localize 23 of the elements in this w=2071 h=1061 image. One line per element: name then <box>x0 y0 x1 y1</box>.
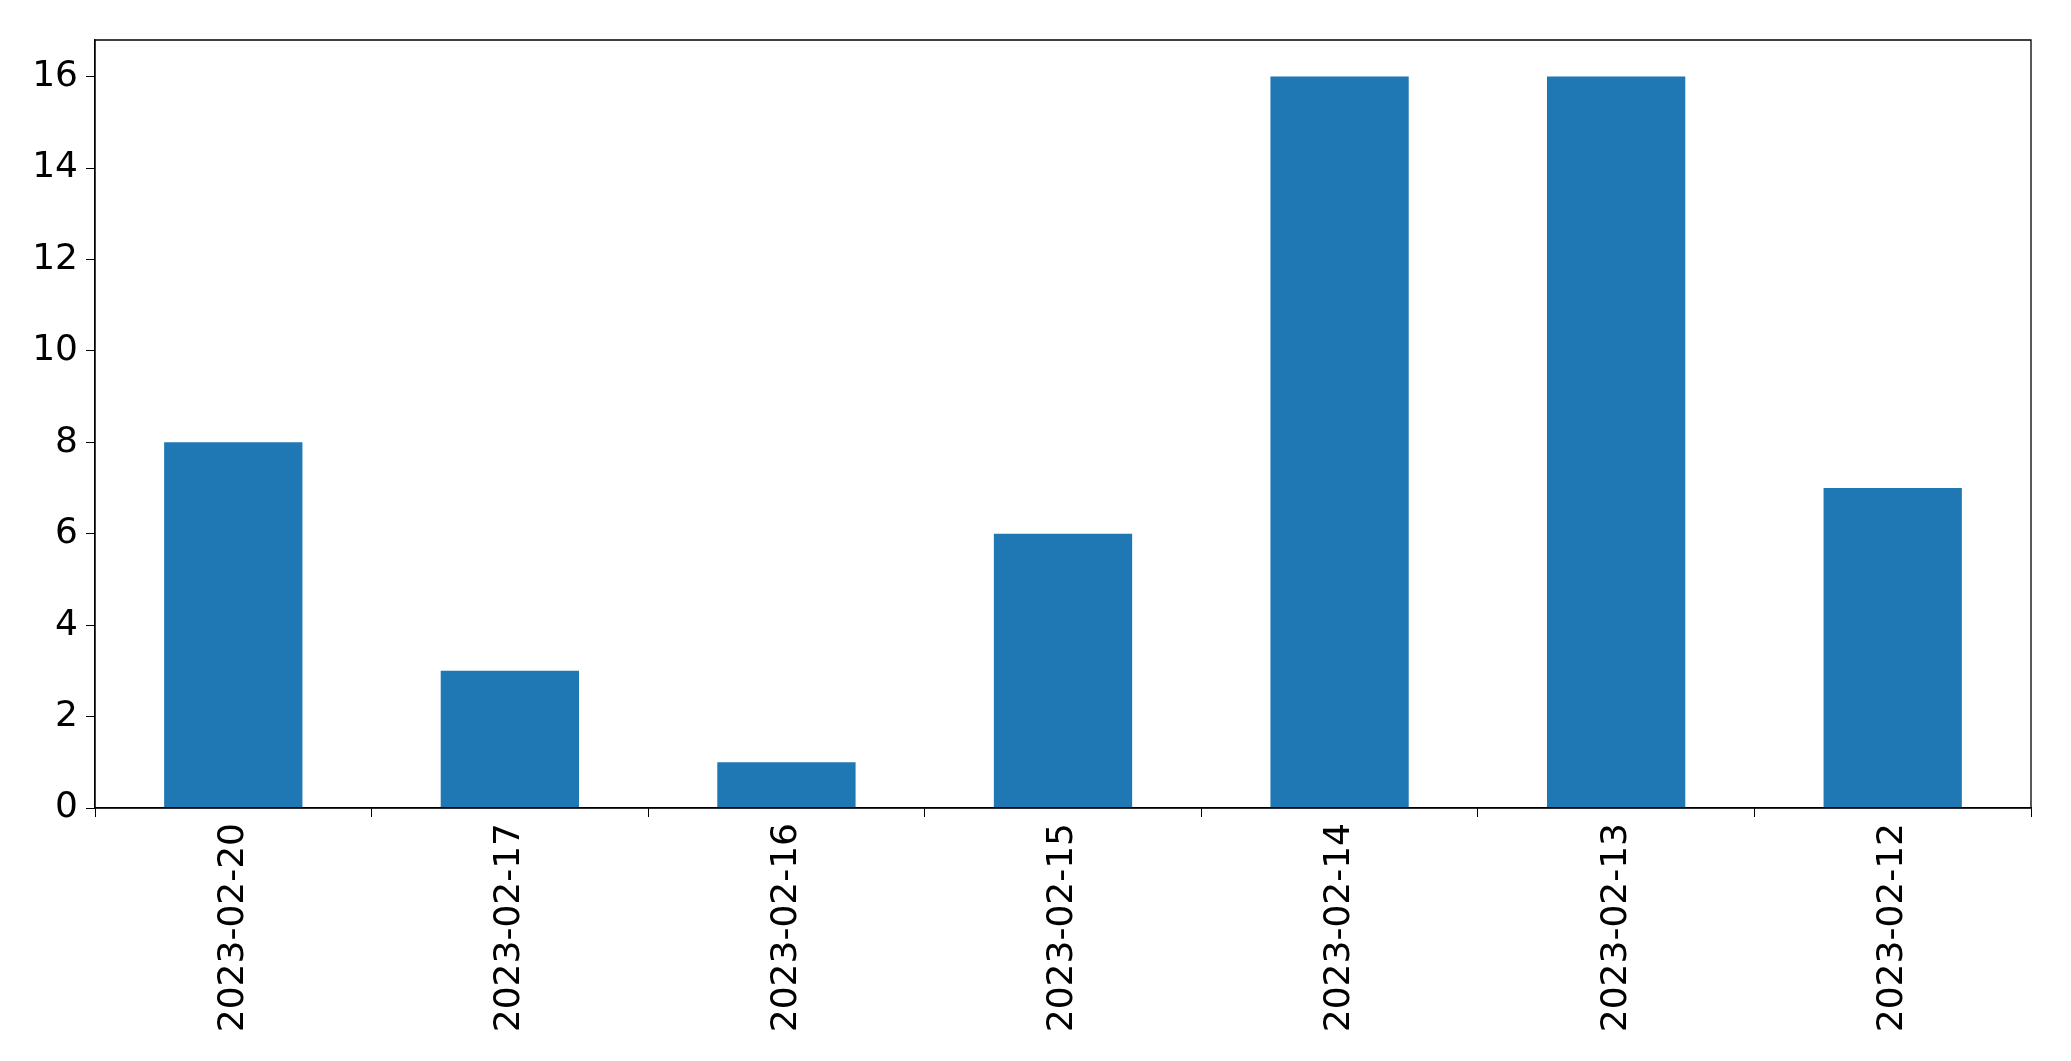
x-tick-label: 2023-02-20 <box>209 823 251 1033</box>
bar <box>1270 76 1409 808</box>
bar <box>1823 488 1962 808</box>
bar <box>1547 76 1686 808</box>
x-tick-label: 2023-02-15 <box>1039 823 1081 1033</box>
x-tick-label: 2023-02-13 <box>1592 823 1634 1033</box>
x-tick-label: 2023-02-12 <box>1869 823 1911 1033</box>
y-tick-label: 6 <box>55 510 78 552</box>
bar <box>717 762 856 808</box>
y-tick-label: 4 <box>55 601 78 643</box>
y-tick-label: 16 <box>32 52 78 94</box>
y-tick-label: 12 <box>32 235 78 277</box>
y-tick-label: 0 <box>55 784 78 826</box>
y-tick-label: 14 <box>32 144 78 186</box>
bar <box>164 442 303 808</box>
x-tick-label: 2023-02-17 <box>486 823 528 1033</box>
bar <box>993 533 1133 808</box>
y-tick-label: 10 <box>32 327 78 369</box>
x-tick-label: 2023-02-14 <box>1315 823 1357 1033</box>
y-tick-label: 8 <box>55 418 78 460</box>
y-tick-label: 2 <box>55 692 78 734</box>
x-tick-label: 2023-02-16 <box>762 823 804 1033</box>
bar <box>440 670 579 808</box>
